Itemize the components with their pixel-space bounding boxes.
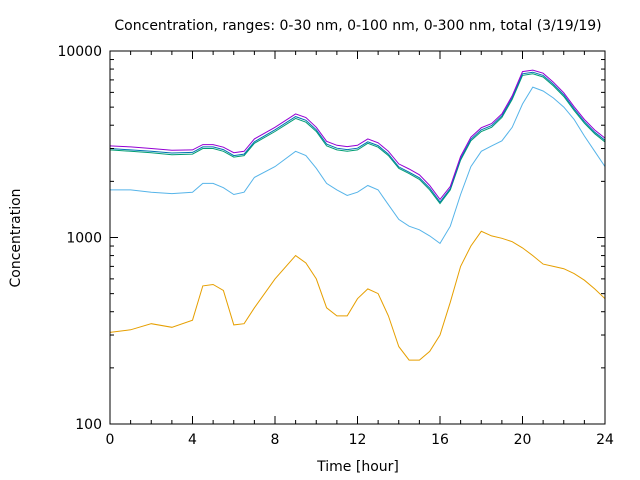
series-line-2	[109, 73, 606, 205]
series-layer	[109, 69, 606, 361]
x-axis-label: Time [hour]	[316, 459, 399, 475]
x-tick-label: 24	[596, 432, 614, 448]
tick-layer: 0 4 8 12 16 20 24 100 1000 10000	[57, 44, 614, 448]
series-line-1	[110, 86, 606, 245]
y-tick-label: 1000	[66, 231, 102, 247]
x-tick-label: 4	[188, 432, 197, 448]
chart-title: Concentration, ranges: 0-30 nm, 0-100 nm…	[114, 18, 601, 34]
y-axis-label: Concentration	[8, 188, 24, 287]
y-tick-label: 100	[75, 417, 102, 433]
x-tick-label: 16	[431, 432, 449, 448]
y-tick-label: 10000	[57, 44, 102, 60]
x-tick-label: 12	[349, 432, 367, 448]
x-tick-label: 8	[271, 432, 280, 448]
plot-frame	[109, 50, 606, 425]
series-line-4	[109, 69, 606, 201]
series-line-0	[109, 230, 606, 361]
x-tick-label: 0	[106, 432, 115, 448]
series-line-3	[109, 71, 606, 203]
x-tick-label: 20	[514, 432, 532, 448]
